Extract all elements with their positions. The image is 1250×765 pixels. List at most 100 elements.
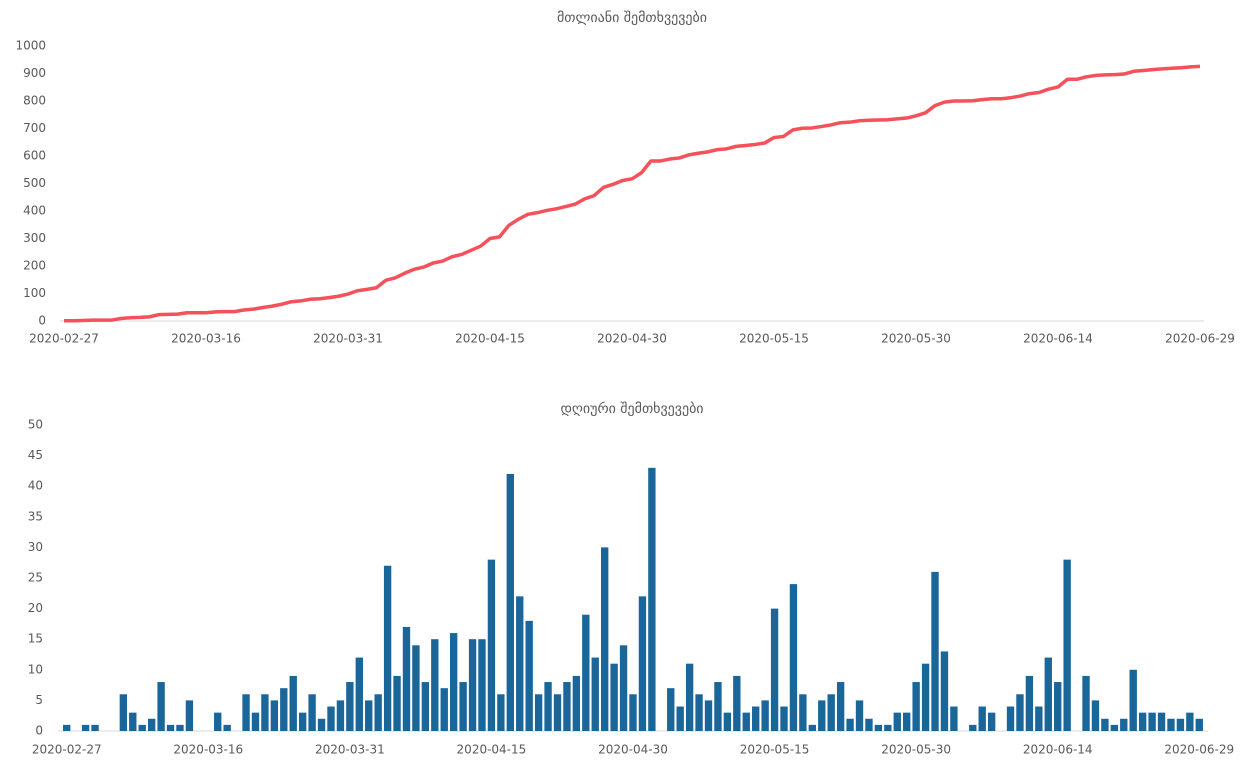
bar bbox=[714, 682, 722, 731]
bar bbox=[402, 626, 411, 731]
y-tick-label: 200 bbox=[23, 259, 46, 273]
bar bbox=[789, 584, 798, 731]
bar bbox=[704, 700, 713, 731]
bar bbox=[383, 565, 392, 731]
bar bbox=[468, 639, 477, 731]
bar bbox=[544, 682, 552, 731]
x-tick-label: 2020-05-15 bbox=[739, 332, 809, 346]
bar bbox=[903, 712, 911, 731]
bar bbox=[931, 571, 939, 731]
bar bbox=[119, 694, 128, 731]
bar bbox=[1157, 712, 1166, 731]
y-tick-label: 400 bbox=[23, 204, 46, 218]
bar bbox=[770, 608, 779, 731]
bar bbox=[940, 651, 949, 731]
bar bbox=[855, 700, 864, 731]
x-tick-label: 2020-03-16 bbox=[171, 332, 241, 346]
bar bbox=[270, 700, 279, 731]
bar bbox=[355, 657, 363, 731]
bar bbox=[412, 645, 420, 731]
bar bbox=[874, 724, 883, 731]
y-tick-label: 25 bbox=[28, 571, 43, 585]
x-tick-label: 2020-02-27 bbox=[32, 743, 102, 757]
bar bbox=[836, 682, 845, 731]
bar bbox=[752, 706, 760, 731]
bar bbox=[223, 724, 231, 731]
bar bbox=[742, 712, 750, 731]
bar bbox=[685, 663, 694, 731]
x-tick-label: 2020-03-16 bbox=[173, 743, 243, 757]
bar bbox=[619, 645, 628, 731]
x-tick-label: 2020-03-31 bbox=[313, 332, 383, 346]
bar bbox=[317, 718, 326, 731]
bar bbox=[459, 682, 467, 731]
x-tick-label: 2020-05-30 bbox=[881, 743, 951, 757]
bar bbox=[893, 712, 901, 731]
bar bbox=[308, 694, 316, 731]
bar bbox=[147, 718, 156, 731]
bar bbox=[601, 547, 609, 731]
x-tick-label: 2020-03-31 bbox=[315, 743, 385, 757]
bar bbox=[780, 706, 788, 731]
y-tick-label: 100 bbox=[23, 286, 46, 300]
bar bbox=[166, 724, 175, 731]
bar bbox=[497, 694, 505, 731]
bar bbox=[950, 706, 958, 731]
bar bbox=[1167, 718, 1175, 731]
x-tick-label: 2020-02-27 bbox=[29, 332, 99, 346]
chart-title: მთლიანი შემთხვევები bbox=[557, 10, 707, 26]
bar bbox=[572, 675, 581, 731]
bar bbox=[1186, 712, 1194, 731]
bar bbox=[921, 663, 930, 731]
bar bbox=[1129, 669, 1137, 731]
y-tick-label: 700 bbox=[23, 121, 46, 135]
x-tick-label: 2020-06-29 bbox=[1164, 743, 1234, 757]
bar bbox=[1035, 706, 1043, 731]
y-tick-label: 30 bbox=[28, 540, 43, 554]
bar bbox=[799, 694, 807, 731]
y-tick-label: 35 bbox=[28, 509, 43, 523]
bar bbox=[987, 712, 996, 731]
bar bbox=[1176, 718, 1185, 731]
y-tick-label: 50 bbox=[28, 418, 43, 432]
chart-title: დღიური შემთხვევები bbox=[560, 400, 703, 417]
bar bbox=[818, 700, 826, 731]
bar bbox=[1148, 712, 1156, 731]
bar bbox=[553, 694, 562, 731]
x-tick-label: 2020-04-15 bbox=[455, 332, 525, 346]
bar bbox=[478, 639, 486, 731]
bar bbox=[582, 614, 590, 731]
bar bbox=[1195, 718, 1203, 731]
bar bbox=[865, 718, 873, 731]
x-tick-label: 2020-05-30 bbox=[881, 332, 951, 346]
bar bbox=[63, 724, 71, 731]
y-tick-label: 45 bbox=[28, 448, 43, 462]
y-tick-label: 500 bbox=[23, 176, 46, 190]
y-tick-label: 15 bbox=[28, 632, 43, 646]
bar bbox=[591, 657, 599, 731]
bar bbox=[298, 712, 307, 731]
y-tick-label: 0 bbox=[38, 314, 46, 328]
bar bbox=[827, 694, 835, 731]
bar bbox=[516, 596, 524, 731]
bar bbox=[969, 724, 977, 731]
bar bbox=[1120, 718, 1128, 731]
bar bbox=[138, 724, 146, 731]
bar bbox=[723, 712, 732, 731]
line bbox=[64, 64, 1201, 323]
bar bbox=[1138, 712, 1147, 731]
bar bbox=[327, 706, 335, 731]
bar bbox=[280, 688, 288, 731]
bar bbox=[346, 682, 354, 731]
bar bbox=[1044, 657, 1052, 731]
bar bbox=[242, 694, 250, 731]
bar bbox=[421, 682, 430, 731]
bar bbox=[1016, 694, 1024, 731]
bar bbox=[506, 473, 514, 731]
bar bbox=[676, 706, 684, 731]
bar bbox=[846, 718, 854, 731]
x-tick-label: 2020-05-15 bbox=[740, 743, 810, 757]
bar bbox=[251, 712, 260, 731]
bar bbox=[808, 724, 817, 731]
x-tick-label: 2020-04-30 bbox=[598, 743, 668, 757]
